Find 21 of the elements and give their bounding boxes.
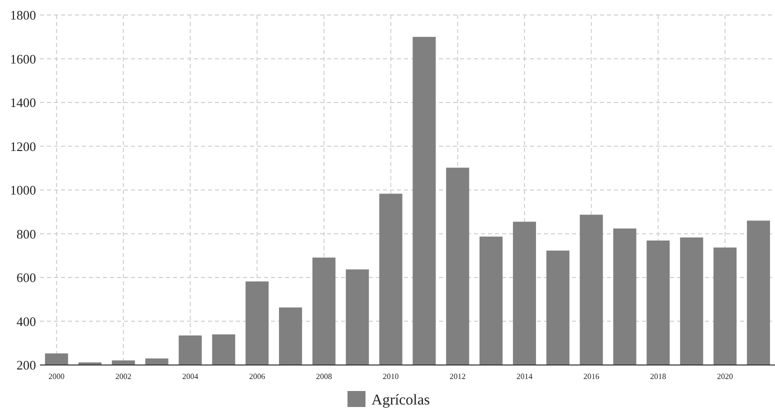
x-tick-label: 2008 <box>316 372 332 381</box>
y-tick-label: 400 <box>16 314 36 329</box>
x-tick-label: 2000 <box>48 372 65 381</box>
x-tick-label: 2004 <box>182 372 198 381</box>
y-tick-label: 1800 <box>10 8 36 23</box>
y-tick-label: 1000 <box>10 182 36 198</box>
y-tick-label: 1200 <box>10 138 36 154</box>
x-tick-label: 2012 <box>450 372 466 381</box>
y-tick-label: 1600 <box>10 51 36 66</box>
x-tick-label: 2020 <box>717 372 734 381</box>
x-tick-label: 2010 <box>382 372 399 381</box>
x-tick-label: 2006 <box>249 372 266 381</box>
x-tick-label: 2016 <box>583 372 600 381</box>
y-tick-label: 200 <box>16 358 36 373</box>
y-tick-label: 800 <box>16 226 36 242</box>
x-tick-label: 2014 <box>516 372 532 381</box>
x-tick-label: 2002 <box>115 372 132 381</box>
y-tick-label: 600 <box>16 270 36 286</box>
legend-label: Agrícolas <box>372 392 430 408</box>
x-tick-label: 2018 <box>650 372 666 381</box>
y-tick-label: 1400 <box>10 95 36 110</box>
